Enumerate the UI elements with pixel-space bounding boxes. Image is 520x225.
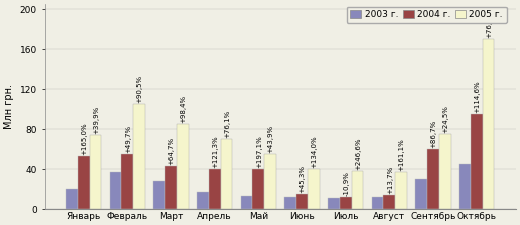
Bar	[165, 166, 177, 209]
Bar	[220, 139, 232, 209]
Bar	[372, 197, 383, 209]
Bar	[383, 195, 395, 209]
Text: +76,1%: +76,1%	[224, 109, 230, 138]
Bar	[471, 114, 483, 209]
Bar	[122, 154, 133, 209]
Bar	[264, 154, 276, 209]
Text: +98,4%: +98,4%	[180, 94, 187, 123]
Bar	[153, 181, 165, 209]
Text: +161,1%: +161,1%	[399, 138, 405, 171]
Bar	[439, 134, 451, 209]
Text: +90,5%: +90,5%	[137, 74, 143, 103]
Text: +246,6%: +246,6%	[355, 137, 361, 170]
Bar	[483, 39, 495, 209]
Bar	[177, 124, 189, 209]
Bar	[110, 172, 122, 209]
Bar	[427, 149, 439, 209]
Bar	[296, 194, 308, 209]
Bar	[66, 189, 78, 209]
Bar	[340, 197, 352, 209]
Legend: 2003 г., 2004 г., 2005 г.: 2003 г., 2004 г., 2005 г.	[347, 7, 506, 23]
Text: +24,5%: +24,5%	[443, 105, 448, 133]
Bar	[284, 197, 296, 209]
Bar	[459, 164, 471, 209]
Bar	[209, 169, 220, 209]
Text: +197,1%: +197,1%	[256, 135, 262, 168]
Text: +49,7%: +49,7%	[125, 124, 131, 153]
Bar	[395, 172, 407, 209]
Text: +13,7%: +13,7%	[387, 165, 393, 194]
Text: +114,6%: +114,6%	[474, 80, 480, 112]
Text: +45,3%: +45,3%	[300, 164, 306, 193]
Text: +39,9%: +39,9%	[93, 105, 99, 134]
Bar	[78, 156, 89, 209]
Bar	[197, 192, 209, 209]
Bar	[352, 171, 363, 209]
Text: +43,9%: +43,9%	[268, 124, 274, 153]
Text: -10,9%: -10,9%	[343, 171, 349, 196]
Text: +121,3%: +121,3%	[212, 135, 218, 168]
Text: +134,0%: +134,0%	[311, 135, 317, 168]
Text: +76,2%: +76,2%	[486, 9, 492, 38]
Y-axis label: Млн грн.: Млн грн.	[4, 84, 14, 129]
Text: +86,7%: +86,7%	[431, 119, 437, 148]
Bar	[328, 198, 340, 209]
Text: +165,0%: +165,0%	[81, 122, 87, 155]
Text: +64,7%: +64,7%	[168, 136, 175, 164]
Bar	[241, 196, 253, 209]
Bar	[415, 179, 427, 209]
Bar	[133, 104, 145, 209]
Bar	[308, 169, 320, 209]
Bar	[253, 169, 264, 209]
Bar	[89, 135, 101, 209]
